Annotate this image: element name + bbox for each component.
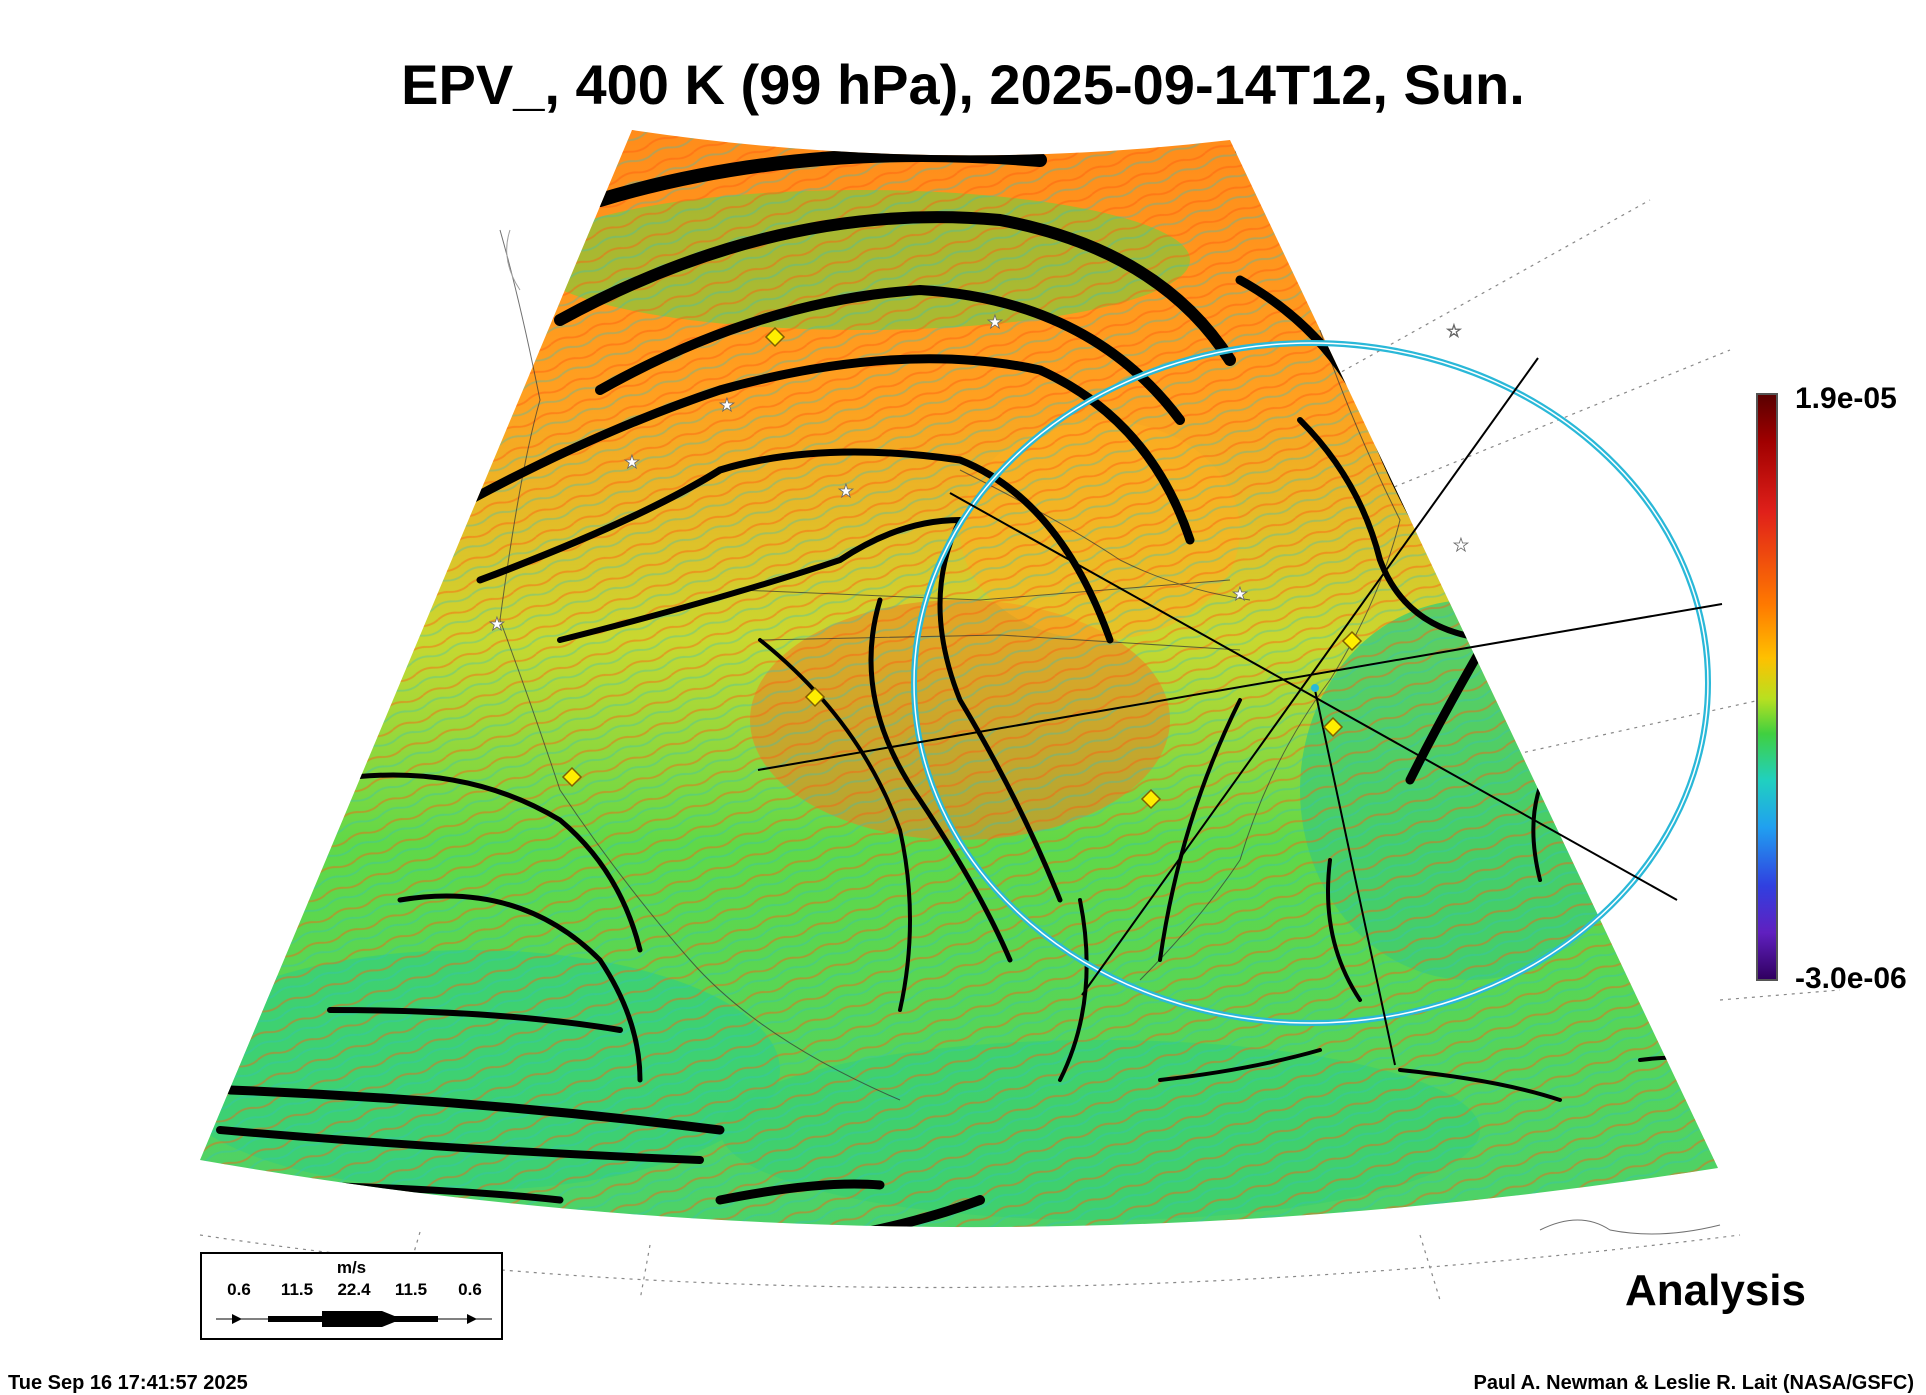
svg-text:★: ★ xyxy=(987,312,1003,332)
coastlines xyxy=(499,229,1721,1235)
graticule xyxy=(199,199,1841,1301)
wind-streamlines xyxy=(216,145,1702,1228)
wind-legend-unit: m/s xyxy=(336,1258,367,1277)
analysis-label: Analysis xyxy=(1625,1266,1806,1315)
colorbar-max-label: 1.9e-05 xyxy=(1795,382,1897,415)
wind-legend-tick: 11.5 xyxy=(394,1280,428,1299)
wind-legend-tick: 22.4 xyxy=(337,1280,371,1299)
colorbar xyxy=(1756,393,1778,981)
wind-legend-tick: 0.6 xyxy=(227,1280,251,1299)
svg-text:★: ★ xyxy=(1232,584,1248,604)
credit-line: Paul A. Newman & Leslie R. Lait (NASA/GS… xyxy=(1473,1372,1914,1394)
svg-text:★: ★ xyxy=(489,614,505,634)
wind-legend-tick: 0.6 xyxy=(458,1280,482,1299)
timestamp: Tue Sep 16 17:41:57 2025 xyxy=(8,1372,248,1394)
svg-text:★: ★ xyxy=(1453,535,1469,555)
range-ring xyxy=(911,340,1711,1026)
station-stars: ★ ★ ★ ★ ★ ★ ★ ☆ xyxy=(489,312,1470,635)
wind-legend-arrow xyxy=(216,1311,492,1327)
colorbar-min-label: -3.0e-06 xyxy=(1795,962,1907,995)
svg-text:★: ★ xyxy=(719,395,735,415)
map-title: EPV_, 400 K (99 hPa), 2025-09-14T12, Sun… xyxy=(401,53,1525,116)
svg-text:★: ★ xyxy=(838,481,854,501)
cross-section-lines xyxy=(757,357,1723,1066)
svg-text:★: ★ xyxy=(624,452,640,472)
station-diamonds xyxy=(561,326,1363,810)
wind-legend-tick: 11.5 xyxy=(280,1280,314,1299)
svg-text:☆: ☆ xyxy=(1446,321,1462,341)
wind-speed-legend: m/s 0.6 11.5 22.4 11.5 0.6 xyxy=(200,1252,503,1340)
range-center-marker xyxy=(1311,684,1319,692)
